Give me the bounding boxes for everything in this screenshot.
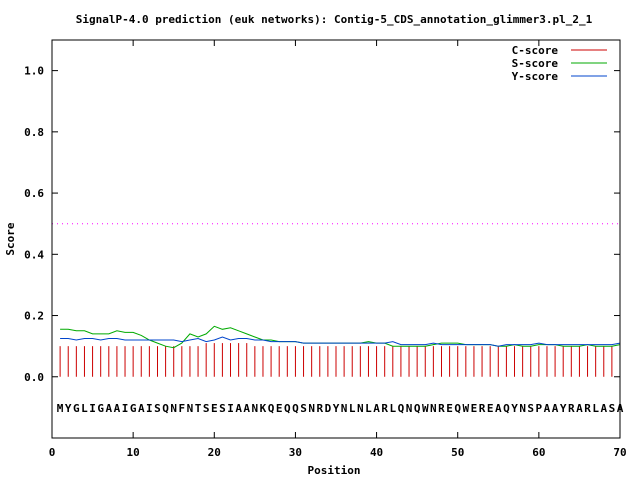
x-tick-label: 20 (208, 446, 221, 459)
x-tick-label: 60 (532, 446, 545, 459)
y-tick-label: 0.4 (24, 248, 44, 261)
sequence-residue: A (114, 402, 121, 415)
sequence-residue: Q (414, 402, 421, 415)
sequence-residue: A (105, 402, 112, 415)
sequence-residue: Y (560, 402, 567, 415)
x-tick-label: 30 (289, 446, 302, 459)
sequence-residue: A (235, 402, 242, 415)
sequence-residue: Y (333, 402, 340, 415)
sequence-residue: N (252, 402, 259, 415)
plot-area: 0.00.20.40.60.81.00 10 20 30 40 50 60 70M Y G L I G A… (24, 40, 627, 459)
y-axis-label: Score (4, 222, 17, 255)
sequence-residue: R (479, 402, 486, 415)
sequence-residue: L (81, 402, 88, 415)
legend-label-s-score: S-score (512, 57, 559, 70)
x-tick-label: 50 (451, 446, 464, 459)
sequence-residue: Q (503, 402, 510, 415)
sequence-residue: Q (268, 402, 275, 415)
sequence-residue: Y (65, 402, 72, 415)
sequence-residue: A (495, 402, 502, 415)
sequence-residue: A (243, 402, 250, 415)
x-tick-label: 10 (127, 446, 140, 459)
sequence-residue: E (446, 402, 453, 415)
sequence-residue: A (373, 402, 380, 415)
sequence-residue: S (609, 402, 616, 415)
sequence-residue: N (308, 402, 315, 415)
sequence-residue: R (381, 402, 388, 415)
legend-label-c-score: C-score (512, 44, 559, 57)
sequence-residue: G (73, 402, 80, 415)
legend-label-y-score: Y-score (512, 70, 559, 83)
sequence-residue: I (89, 402, 96, 415)
sequence-residue: E (211, 402, 218, 415)
sequence-residue: S (154, 402, 161, 415)
x-tick-label: 40 (370, 446, 383, 459)
sequence-residue: G (130, 402, 137, 415)
sequence-residue: I (122, 402, 129, 415)
sequence-residue: A (544, 402, 551, 415)
sequence-residue: A (552, 402, 559, 415)
sequence-residue: Q (454, 402, 461, 415)
x-tick-label: 70 (613, 446, 626, 459)
x-tick-label: 0 (49, 446, 56, 459)
sequence-residue: M (57, 402, 64, 415)
sequence-residue: N (187, 402, 194, 415)
sequence-residue: S (527, 402, 534, 415)
sequence-residue: S (219, 402, 226, 415)
sequence-residue: Q (292, 402, 299, 415)
sequence-residue: A (138, 402, 145, 415)
sequence-residue: W (463, 402, 470, 415)
sequence-residue: N (341, 402, 348, 415)
sequence-residue: I (227, 402, 234, 415)
sequence-residue: S (300, 402, 307, 415)
sequence-residue: L (592, 402, 599, 415)
sequence-residue: R (438, 402, 445, 415)
sequence-residue: I (146, 402, 153, 415)
sequence-residue: N (519, 402, 526, 415)
sequence-residue: W (422, 402, 429, 415)
sequence-residue: P (536, 402, 543, 415)
sequence-residue: Q (284, 402, 291, 415)
y-tick-label: 0.6 (24, 187, 44, 200)
s-score-line (60, 325, 621, 349)
y-tick-label: 0.8 (24, 126, 44, 139)
y-tick-label: 1.0 (24, 65, 44, 78)
sequence-residue: N (406, 402, 413, 415)
y-score-line (60, 336, 621, 347)
sequence-residue: E (276, 402, 283, 415)
sequence-residue: N (430, 402, 437, 415)
sequence-residue: S (203, 402, 210, 415)
y-tick-label: 0.0 (24, 371, 44, 384)
sequence-residue: E (471, 402, 478, 415)
x-axis-label: Position (308, 464, 361, 477)
sequence-residue: F (179, 402, 186, 415)
sequence-residue: T (195, 402, 202, 415)
sequence-residue: A (576, 402, 583, 415)
sequence-residue: L (349, 402, 356, 415)
sequence-residue: R (568, 402, 575, 415)
sequence-residue: L (365, 402, 372, 415)
sequence-residue: L (389, 402, 396, 415)
sequence-residue: E (487, 402, 494, 415)
sequence-residue: R (584, 402, 591, 415)
sequence-residue: N (170, 402, 177, 415)
sequence-residue: R (316, 402, 323, 415)
sequence-residue: D (325, 402, 332, 415)
sequence-residue: Y (511, 402, 518, 415)
sequence-residue: Q (162, 402, 169, 415)
sequence-residue: A (600, 402, 607, 415)
chart-title: SignalP-4.0 prediction (euk networks): C… (76, 13, 593, 26)
sequence-residue: G (97, 402, 104, 415)
plot-frame (51, 39, 621, 439)
sequence-residue: Q (398, 402, 405, 415)
y-tick-label: 0.2 (24, 310, 44, 323)
sequence-residue: N (357, 402, 364, 415)
sequence-residue: K (260, 402, 267, 415)
